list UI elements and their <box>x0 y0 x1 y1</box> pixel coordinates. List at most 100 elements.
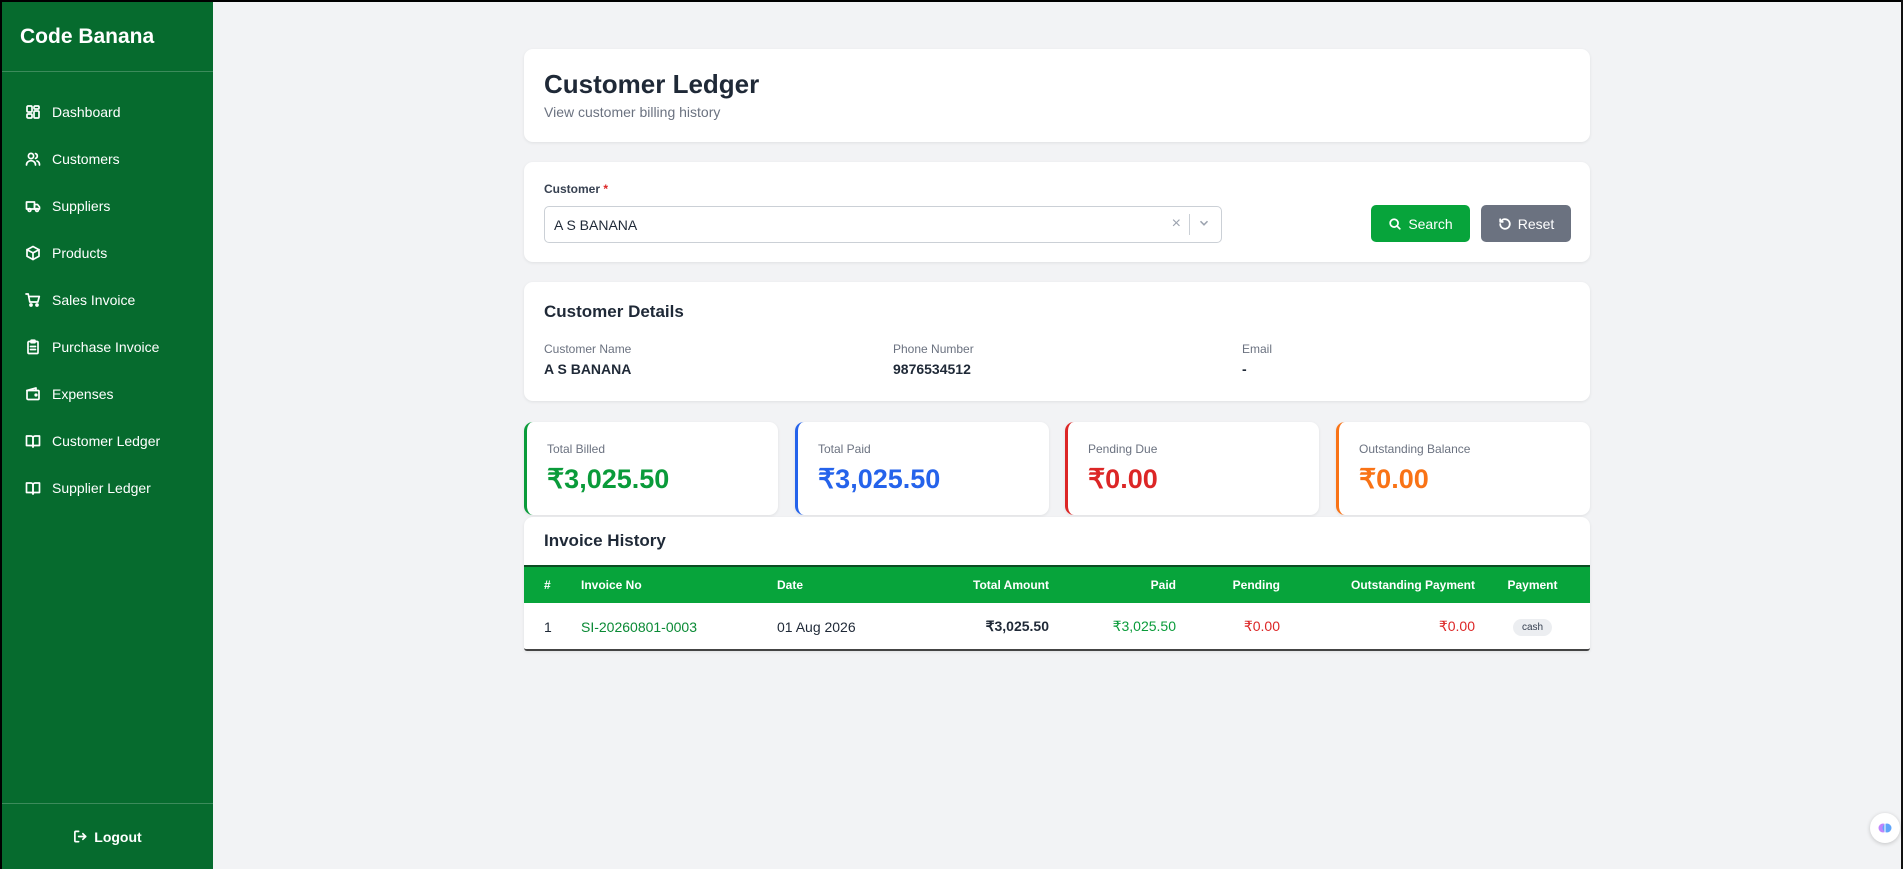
book-icon <box>24 479 42 497</box>
search-button-label: Search <box>1408 215 1453 232</box>
pending-due-value: ₹0.00 <box>1088 464 1158 494</box>
package-icon <box>24 244 42 262</box>
truck-icon <box>24 197 42 215</box>
sidebar: Code Banana Dashboard Customers Supplier… <box>0 0 213 869</box>
clear-icon[interactable]: × <box>1171 215 1181 232</box>
customer-select[interactable]: A S BANANA × <box>544 206 1222 243</box>
logout-label: Logout <box>94 828 142 845</box>
brain-icon <box>1878 823 1892 833</box>
right-border <box>1901 0 1903 869</box>
column-header-number: # <box>544 578 551 592</box>
sidebar-item-expenses[interactable]: Expenses <box>2 370 213 417</box>
sidebar-item-dashboard[interactable]: Dashboard <box>2 88 213 135</box>
invoice-outstanding-amount: ₹0.00 <box>1438 618 1475 634</box>
search-icon <box>1389 217 1401 230</box>
sidebar-item-label: Customers <box>52 150 120 167</box>
sidebar-item-customers[interactable]: Customers <box>2 135 213 182</box>
outstanding-balance-card: Outstanding Balance ₹0.00 <box>1336 422 1590 515</box>
table-header-row: # Invoice No Date Total Amount Paid Pend… <box>524 566 1590 603</box>
outstanding-balance-value: ₹0.00 <box>1359 464 1429 494</box>
payment-method-cell: cash <box>1475 603 1590 650</box>
logout-button[interactable]: Logout <box>2 803 213 869</box>
reset-icon <box>1499 217 1511 230</box>
sidebar-item-label: Sales Invoice <box>52 291 136 308</box>
invoice-history-title: Invoice History <box>544 531 666 550</box>
sidebar-item-label: Dashboard <box>52 103 121 120</box>
invoice-history-card: Invoice History # Invoice No Date Total … <box>524 517 1590 651</box>
sidebar-item-label: Supplier Ledger <box>52 479 151 496</box>
clipboard-icon <box>24 338 42 356</box>
customer-name-value: A S BANANA <box>544 361 632 377</box>
brand-logo[interactable]: Code Banana <box>2 2 213 72</box>
column-header-total-amount: Total Amount <box>973 578 1049 592</box>
customer-select-value: A S BANANA <box>554 216 638 233</box>
customer-details-title: Customer Details <box>544 302 684 321</box>
select-separator <box>1189 214 1190 235</box>
invoice-pending-amount: ₹0.00 <box>1243 618 1280 634</box>
sidebar-item-suppliers[interactable]: Suppliers <box>2 182 213 229</box>
filter-card: Customer * A S BANANA × Search Reset <box>524 162 1590 262</box>
total-billed-label: Total Billed <box>547 442 606 456</box>
column-header-invoice-no: Invoice No <box>581 578 642 592</box>
invoice-date: 01 Aug 2026 <box>777 618 856 635</box>
page-header-card: Customer Ledger View customer billing hi… <box>524 49 1590 142</box>
column-header-paid: Paid <box>1150 578 1176 592</box>
column-header-outstanding-payment: Outstanding Payment <box>1350 578 1475 592</box>
customer-label-text: Customer <box>544 182 601 196</box>
column-header-date: Date <box>777 578 804 592</box>
reset-button-label: Reset <box>1517 215 1555 232</box>
total-billed-value: ₹3,025.50 <box>547 464 670 494</box>
outstanding-balance-label: Outstanding Balance <box>1359 442 1471 456</box>
invoice-total-amount: ₹3,025.50 <box>985 618 1049 634</box>
sidebar-item-label: Expenses <box>52 385 114 402</box>
phone-number-label: Phone Number <box>893 342 974 356</box>
sidebar-item-label: Customer Ledger <box>52 432 161 449</box>
sidebar-item-purchase-invoice[interactable]: Purchase Invoice <box>2 323 213 370</box>
email-value: - <box>1242 361 1247 377</box>
page-title: Customer Ledger <box>544 69 760 99</box>
email-block: Email - <box>1242 342 1272 377</box>
users-icon <box>24 150 42 168</box>
book-icon <box>24 432 42 450</box>
sidebar-item-supplier-ledger[interactable]: Supplier Ledger <box>2 464 213 511</box>
payment-method-badge: cash <box>1512 619 1553 636</box>
required-mark: * <box>603 182 609 196</box>
sidebar-item-label: Suppliers <box>52 197 111 214</box>
total-paid-value: ₹3,025.50 <box>818 464 941 494</box>
search-button[interactable]: Search <box>1371 205 1470 242</box>
customer-name-block: Customer Name A S BANANA <box>544 342 631 377</box>
page-subtitle: View customer billing history <box>544 104 721 120</box>
pending-due-label: Pending Due <box>1088 442 1158 456</box>
sidebar-item-customer-ledger[interactable]: Customer Ledger <box>2 417 213 464</box>
assistant-floating-button[interactable] <box>1870 813 1900 843</box>
column-header-payment: Payment <box>1507 578 1558 592</box>
total-paid-label: Total Paid <box>818 442 871 456</box>
customer-details-card: Customer Details Customer Name A S BANAN… <box>524 282 1590 401</box>
total-paid-card: Total Paid ₹3,025.50 <box>795 422 1049 515</box>
customer-field-label: Customer * <box>544 182 1570 196</box>
invoice-history-table: # Invoice No Date Total Amount Paid Pend… <box>524 565 1590 650</box>
pending-due-card: Pending Due ₹0.00 <box>1065 422 1319 515</box>
cart-icon <box>24 291 42 309</box>
customer-name-label: Customer Name <box>544 342 632 356</box>
email-label: Email <box>1242 342 1273 356</box>
phone-number-value: 9876534512 <box>893 361 971 377</box>
column-header-pending: Pending <box>1232 578 1280 592</box>
invoice-number-link[interactable]: SI-20260801-0003 <box>581 618 697 635</box>
invoice-paid-amount: ₹3,025.50 <box>1112 618 1176 634</box>
total-billed-card: Total Billed ₹3,025.50 <box>524 422 778 515</box>
sidebar-nav: Dashboard Customers Suppliers Products S… <box>2 72 213 511</box>
row-number: 1 <box>544 618 552 635</box>
sidebar-item-label: Products <box>52 244 108 261</box>
reset-button[interactable]: Reset <box>1481 205 1571 242</box>
top-border <box>213 0 1903 2</box>
chevron-down-icon[interactable] <box>1197 216 1213 232</box>
dashboard-icon <box>24 103 42 121</box>
sidebar-item-sales-invoice[interactable]: Sales Invoice <box>2 276 213 323</box>
logout-icon <box>74 830 87 843</box>
sidebar-item-label: Purchase Invoice <box>52 338 160 355</box>
sidebar-item-products[interactable]: Products <box>2 229 213 276</box>
phone-number-block: Phone Number 9876534512 <box>893 342 974 377</box>
table-row: 1 SI-20260801-0003 01 Aug 2026 ₹3,025.50… <box>524 603 1590 650</box>
wallet-icon <box>24 385 42 403</box>
